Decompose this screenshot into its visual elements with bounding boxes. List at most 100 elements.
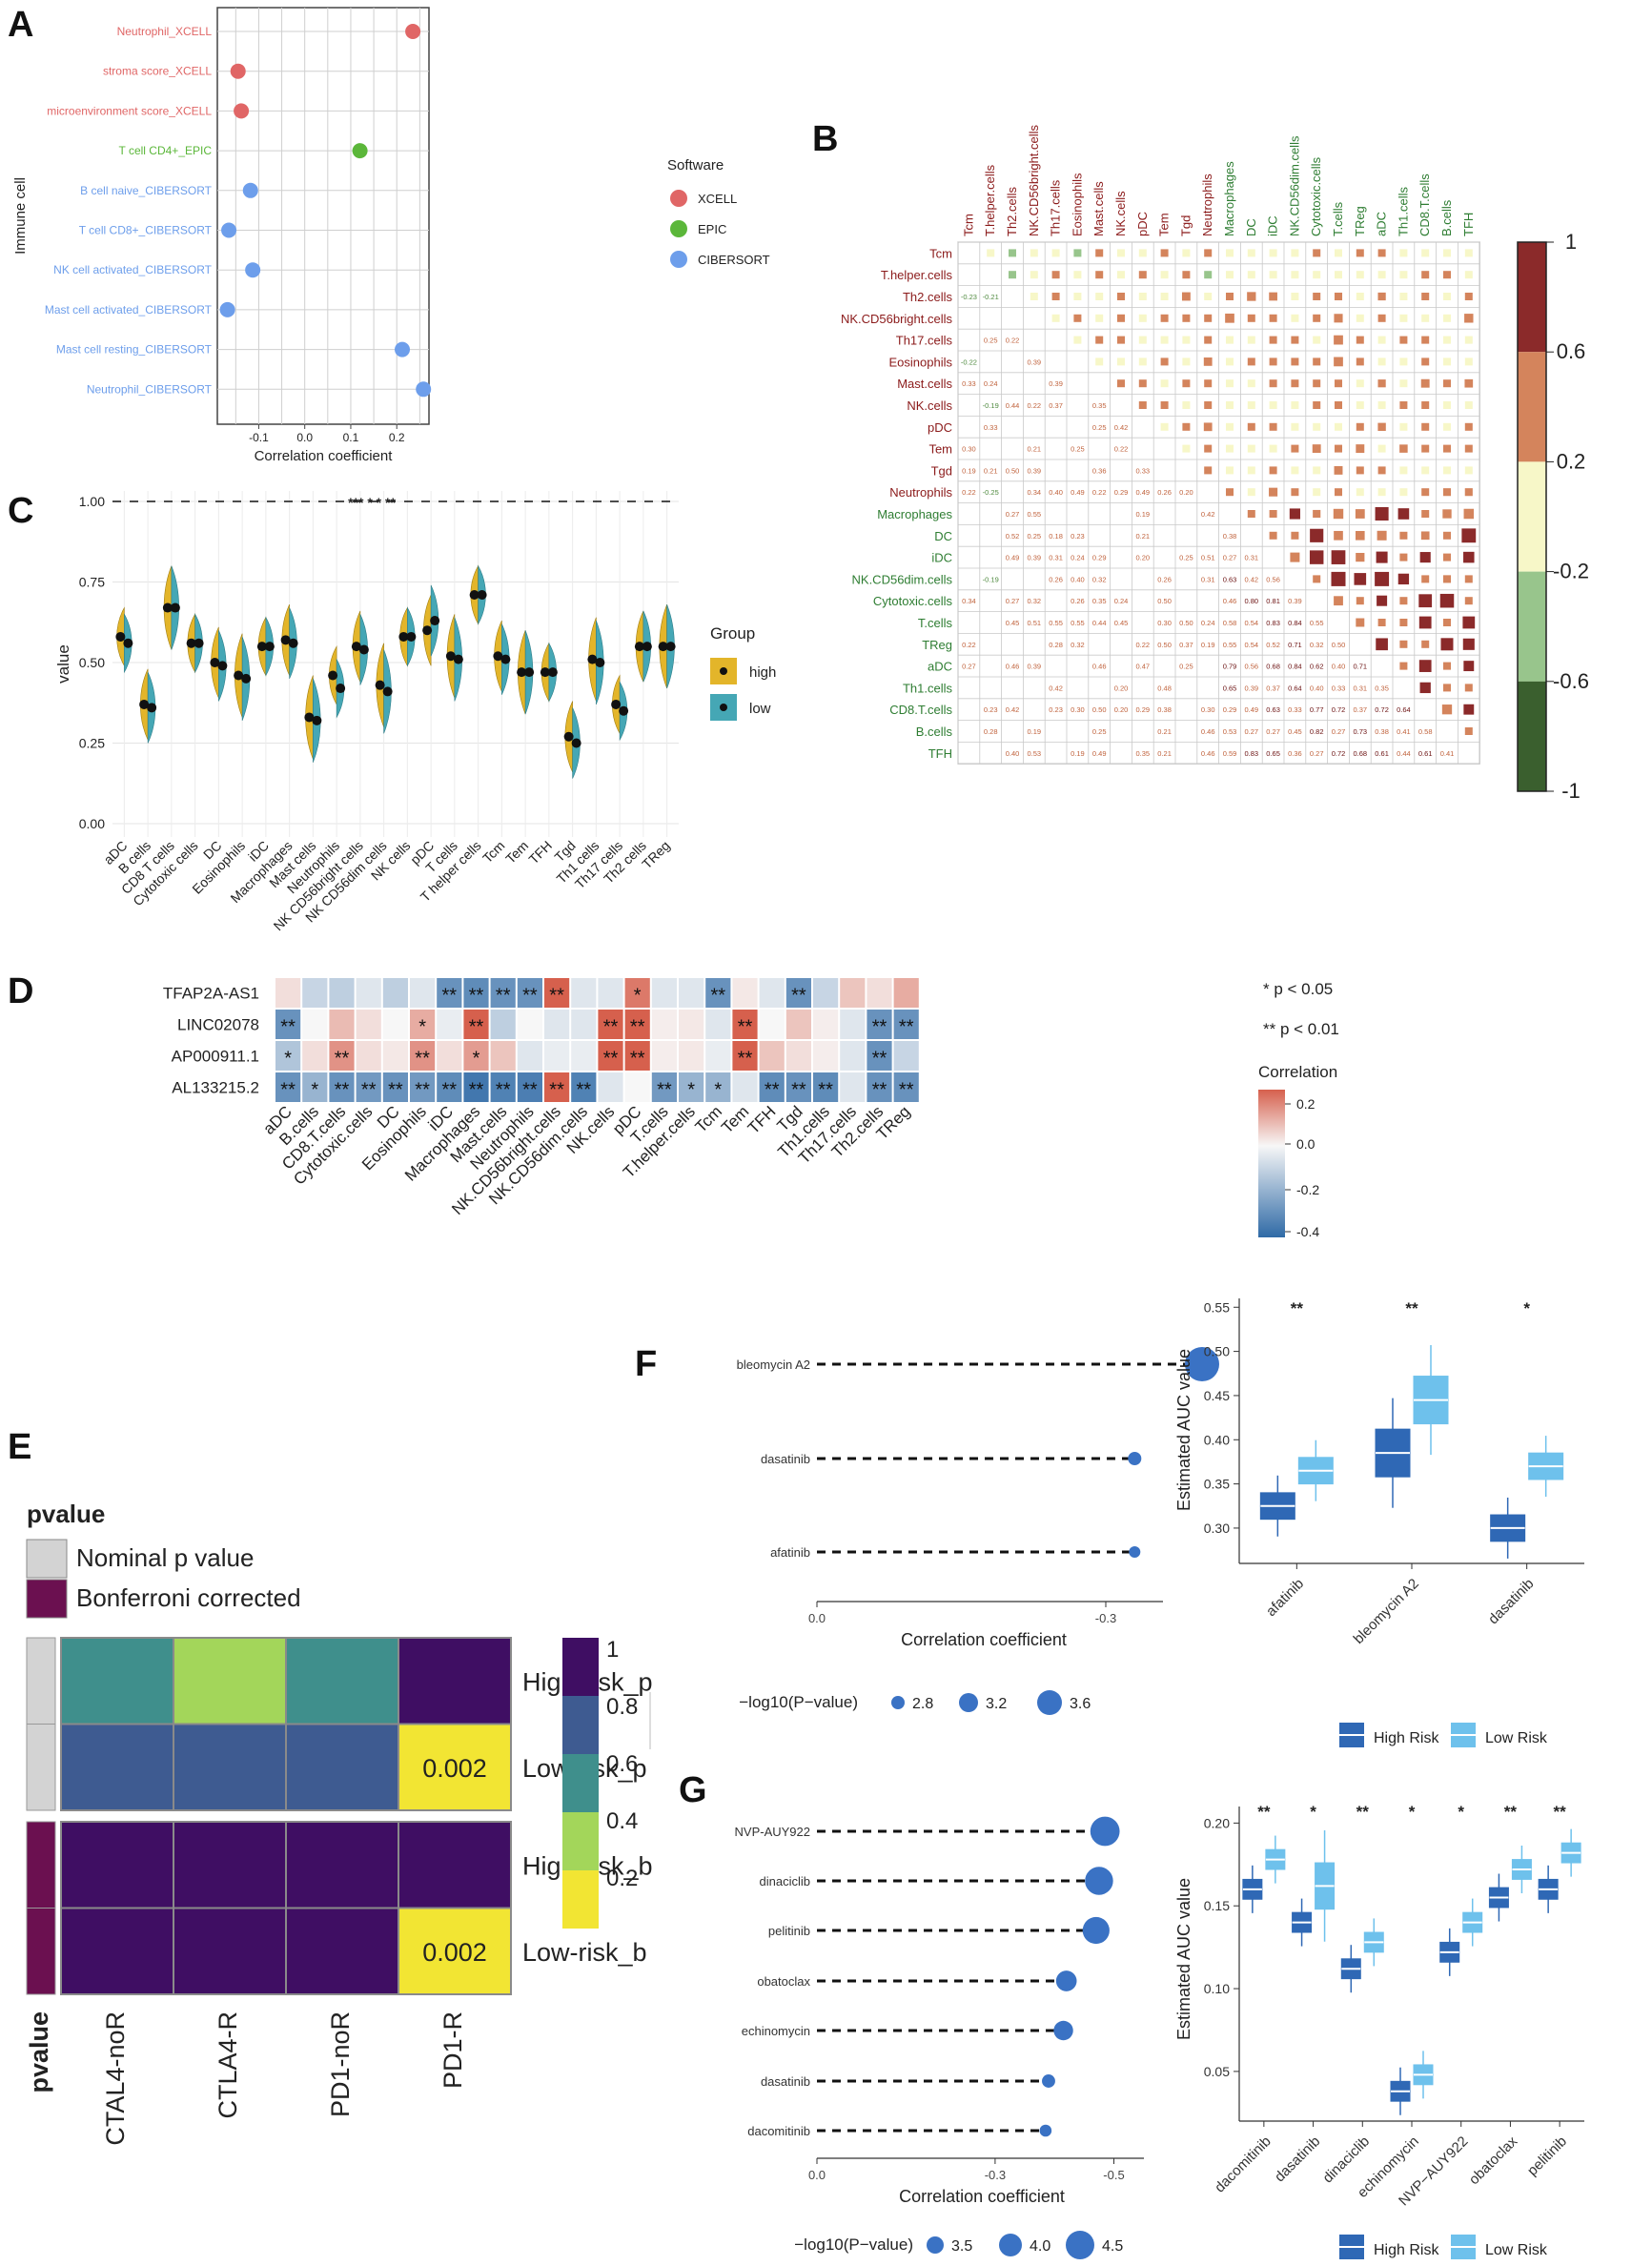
significance-star: ** [1291,1299,1304,1317]
corr-square [1160,292,1169,301]
corr-square [1247,336,1255,344]
column-label: CTLA4-R [214,2011,242,2119]
corr-value: 0.27 [1244,727,1258,736]
corr-value: 0.28 [1049,641,1063,649]
corr-square [1464,292,1473,301]
corr-square [1225,336,1234,344]
heatmap-cell [329,1072,355,1102]
legend-label: CIBERSORT [698,253,770,267]
corr-square [1377,466,1386,475]
corr-square [1356,249,1364,257]
cell-value: 0.002 [422,1754,487,1783]
data-point [234,103,250,119]
corr-square [1334,335,1343,345]
corr-value: 0.38 [1375,727,1389,736]
significance-star: * [311,1080,318,1101]
corr-square [1291,466,1299,475]
corr-square [1418,660,1432,672]
corr-value: 0.44 [1006,401,1020,410]
size-legend-dot [927,2236,944,2254]
row-label: Low-risk_b [522,1938,647,1967]
corr-square [1182,314,1191,322]
data-point [352,143,368,159]
plot-frame [216,7,430,425]
corr-square [1356,444,1365,454]
significance-star: ** [442,1080,458,1101]
row-label: pDC [928,420,952,435]
heatmap-cell [437,1041,462,1071]
heatmap-cell [285,1907,399,1995]
corr-square [1116,292,1126,301]
corr-square [1356,379,1364,388]
corr-value: 0.31 [1049,554,1063,562]
corr-square [1354,573,1367,585]
corr-square [1377,314,1386,322]
heatmap-cell [705,1041,731,1071]
corr-value: 0.42 [1201,510,1215,519]
corr-square [1377,422,1386,431]
data-point [416,381,432,398]
corr-square [1464,400,1473,410]
heatmap-cell [598,1010,623,1039]
corr-square [1356,314,1364,322]
corr-value: 0.20 [1135,554,1150,562]
heatmap-cell [651,1010,677,1039]
colorbar-tick-label: 0.8 [606,1694,638,1720]
median-point-low [170,602,180,613]
corr-value: 0.72 [1332,749,1346,758]
corr-square [1375,571,1390,586]
corr-square [1116,314,1126,322]
heatmap-cell [302,1010,328,1039]
corr-value: 0.32 [1310,641,1324,649]
corr-square [1464,249,1473,257]
heatmap-cell [679,978,704,1008]
heatmap-cell [813,1041,839,1071]
corr-square [1030,249,1038,257]
corr-square [1203,422,1213,432]
panel-b: B Tcm Tcm T.helper.cells T.helper.cells Th2.c… [812,119,1589,803]
corr-square [1334,249,1343,257]
size-legend-title: −log10(P−value) [739,1693,858,1711]
x-tick-label: -0.5 [1103,2168,1124,2182]
median-point-low [358,644,369,655]
significance-star: ** [335,1049,350,1070]
corr-square [1269,271,1277,279]
heatmap-cell [463,1072,489,1102]
corr-square [1095,292,1104,301]
panel-letter: D [8,971,33,1011]
corr-value: 0.27 [1006,510,1020,519]
colorbar-segment [1518,242,1546,353]
heatmap-cell [732,1072,758,1102]
corr-value: 0.46 [1006,663,1020,671]
legend-swatch [670,220,687,237]
corr-value: 0.36 [1288,749,1302,758]
heatmap-cell [275,978,301,1008]
legend-title: pvalue [27,1500,105,1528]
corr-value: 0.21 [1135,532,1150,541]
corr-square [1420,378,1430,388]
heatmap-cell [275,1010,301,1039]
heatmap-cell [840,978,866,1008]
corr-square [1160,249,1169,257]
corr-square [1464,444,1473,453]
corr-value: 0.58 [1418,727,1433,736]
median-point-low [147,703,157,713]
corr-square [1463,508,1475,520]
size-legend-dot [999,2234,1022,2256]
heatmap-cell [517,1010,542,1039]
significance-star: ** [765,1080,780,1101]
corr-value: 0.32 [1071,641,1085,649]
row-label: NK.CD56bright.cells [841,312,953,326]
corr-value: 0.39 [1049,379,1063,388]
corr-square [1182,400,1191,410]
heatmap-cell [785,978,811,1008]
corr-square [1377,357,1386,366]
heatmap-cell [410,978,436,1008]
corr-square [1421,466,1430,475]
column-label: Cytotoxic.cells [1309,156,1323,236]
corr-value: 0.51 [1201,554,1215,562]
corr-square [1442,271,1452,279]
corr-square [1182,357,1191,366]
y-tick-label: Neutrophil_CIBERSORT [87,382,213,396]
row-label: Tem [928,442,952,457]
